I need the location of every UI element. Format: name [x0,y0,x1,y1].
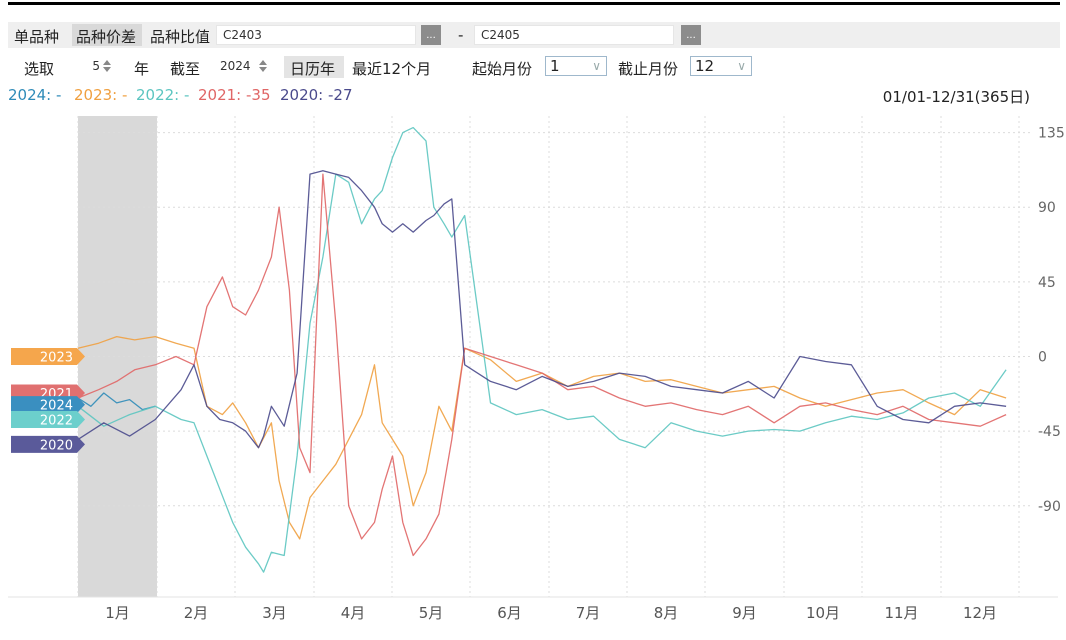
years-input[interactable]: 5 [66,57,102,77]
year-tag-label-2020: 2020 [40,438,73,453]
year-tag-2020 [11,435,85,453]
x-tick-label: 5月 [419,604,444,622]
x-tick-label: 8月 [654,604,679,622]
recent-12-months-button[interactable]: 最近12个月 [352,60,432,78]
year-tag-label-2022: 2022 [40,414,73,429]
y-tick-label: -45 [1038,424,1061,440]
series-line-2020 [77,170,1007,449]
start-month-select[interactable]: 1 ∨ [545,56,607,76]
end-month-select[interactable]: 12 ∨ [690,56,752,76]
until-label: 截至 [170,60,201,78]
tab-variety-spread[interactable]: 品种价差 [76,28,137,46]
y-tick-label: 135 [1038,126,1065,142]
y-tick-label: 90 [1038,200,1056,216]
year-tag-2022 [11,411,85,429]
years-unit: 年 [134,60,150,78]
calendar-year-bg [284,56,344,78]
legend-2022: 2022: - [136,86,190,104]
x-tick-label: 12月 [963,604,997,622]
x-tick-label: 11月 [884,604,918,622]
series-line-2023 [77,335,1007,540]
legend-2024: 2024: - [8,86,62,104]
until-year-input[interactable]: 2024 [214,57,260,77]
legend-2020: 2020: -27 [280,86,353,104]
year-tag-label-2024: 2024 [40,399,73,414]
y-tick-label: 0 [1038,350,1047,366]
x-tick-label: 9月 [732,604,757,622]
x-tick-label: 2月 [184,604,209,622]
years-spinner[interactable] [102,58,112,76]
until-year-spinner[interactable] [258,58,268,76]
y-tick-label: 45 [1038,275,1056,291]
year-tag-2024 [11,396,85,414]
contract-separator: - [458,26,464,44]
date-range-label: 01/01-12/31(365日) [882,88,1030,106]
x-tick-label: 4月 [341,604,366,622]
series-line-2021 [77,173,1007,557]
year-tag-label-2023: 2023 [40,351,73,366]
start-month-value: 1 [550,57,560,75]
chevron-down-icon: ∨ [592,59,601,73]
tab-variety-ratio[interactable]: 品种比值 [150,28,211,46]
end-month-value: 12 [695,57,715,75]
top-border [8,2,1060,5]
x-tick-label: 6月 [497,604,522,622]
contract-a-input[interactable]: C2403 [216,25,416,45]
x-tick-label: 7月 [576,604,601,622]
end-month-label: 截止月份 [618,60,679,78]
x-tick-label: 1月 [105,604,130,622]
select-label: 选取 [24,60,55,78]
y-tick-label: -90 [1038,499,1061,515]
legend-2021: 2021: -35 [198,86,271,104]
contract-a-picker-button[interactable]: ... [421,25,441,45]
series-line-2024 [77,392,156,411]
legend-2023: 2023: - [74,86,128,104]
tab-single-variety[interactable]: 单品种 [14,28,60,46]
contract-b-picker-button[interactable]: ... [681,25,701,45]
chevron-down-icon: ∨ [737,59,746,73]
contract-b-input[interactable]: C2405 [474,25,674,45]
x-tick-label: 3月 [262,604,287,622]
year-tag-2023 [11,348,85,365]
start-month-label: 起始月份 [472,60,533,78]
period-toolbar: 选取 5 年 截至 2024 日历年 最近12个月 起始月份 1 ∨ 截止月份 … [8,54,1060,80]
contract-toolbar: 单品种 品种价差 品种比值 C2403 ... - C2405 ... [8,22,1060,48]
tab-active-bg [72,24,142,46]
calendar-year-button[interactable]: 日历年 [290,60,336,78]
series-line-2022 [77,126,1007,573]
x-tick-label: 10月 [806,604,840,622]
